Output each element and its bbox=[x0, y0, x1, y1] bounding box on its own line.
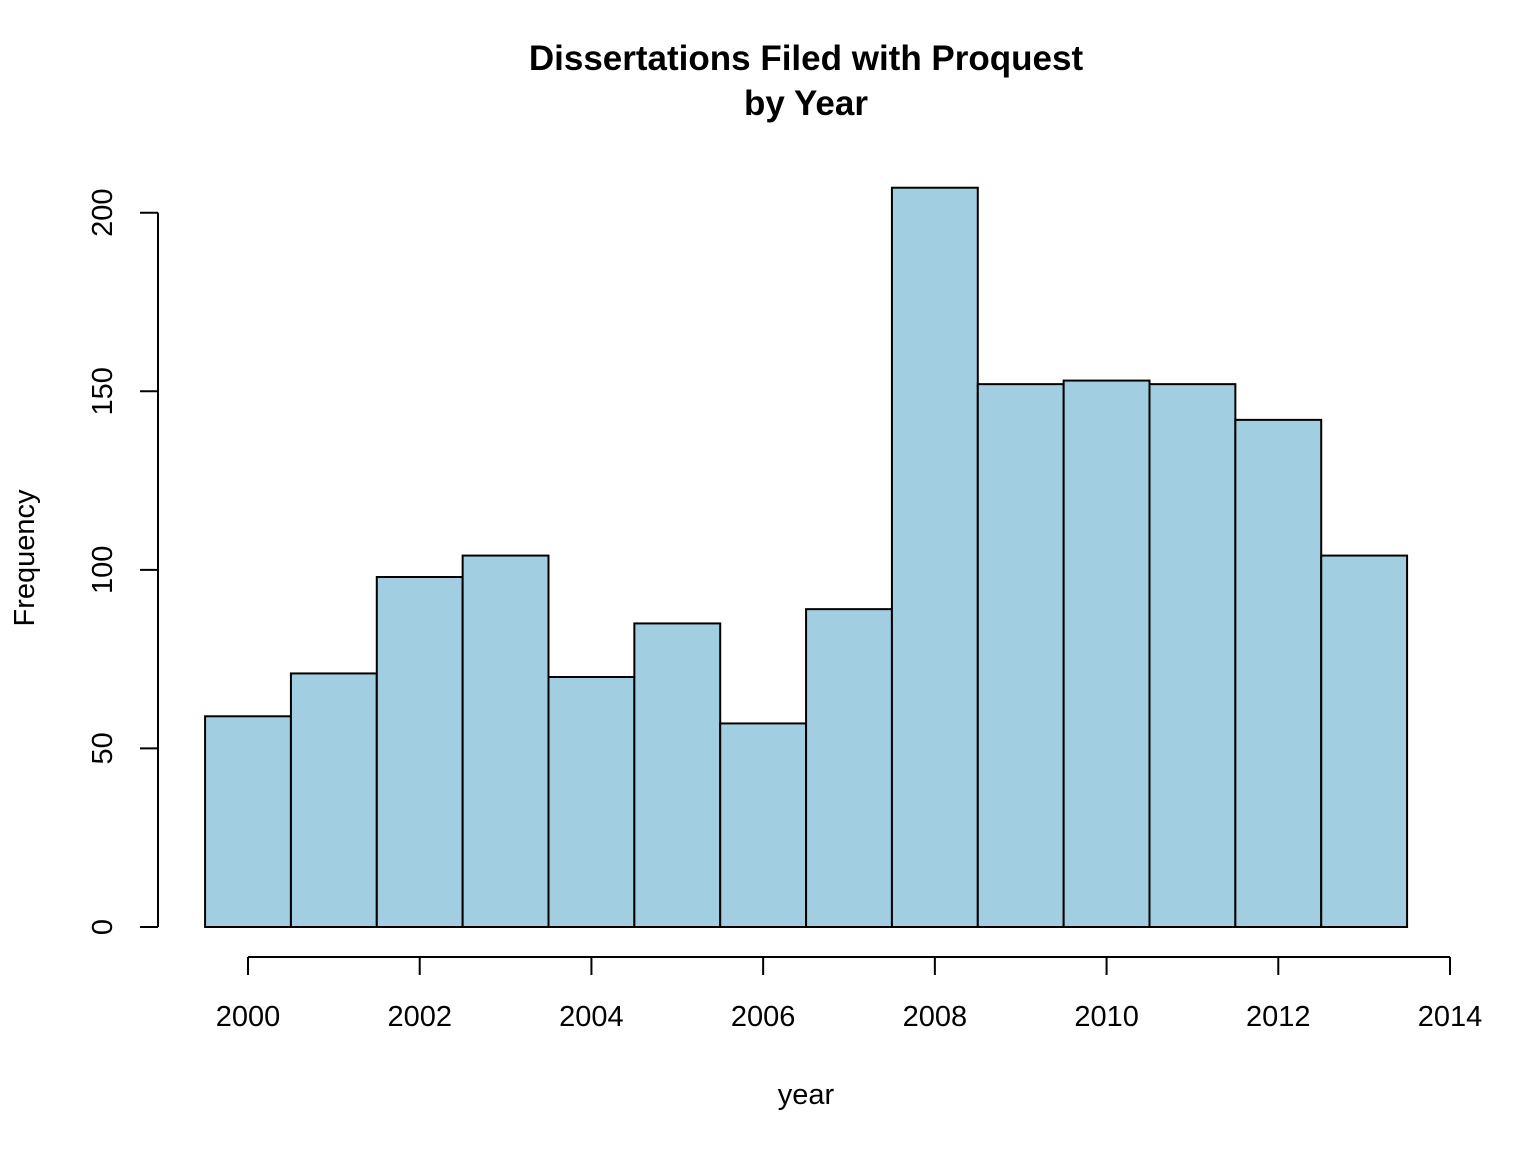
x-tick-label-2002: 2002 bbox=[387, 1001, 452, 1033]
bar-2001 bbox=[289, 672, 378, 928]
chart-title: Dissertations Filed with Proquest bbox=[529, 39, 1084, 78]
bar-2003 bbox=[461, 554, 550, 928]
x-tick-label-2006: 2006 bbox=[731, 1001, 796, 1033]
x-tick-label-2004: 2004 bbox=[559, 1001, 624, 1033]
bar-2008 bbox=[890, 186, 979, 928]
chart-subtitle: by Year bbox=[744, 84, 868, 123]
x-tick-label-2008: 2008 bbox=[903, 1001, 968, 1033]
y-tick-label-50: 50 bbox=[87, 732, 119, 764]
y-tick-label-150: 150 bbox=[87, 367, 119, 415]
bar-2007 bbox=[805, 608, 893, 928]
bar-2000 bbox=[204, 715, 292, 929]
bar-2009 bbox=[976, 383, 1065, 928]
y-tick-label-200: 200 bbox=[87, 189, 119, 237]
y-tick-label-100: 100 bbox=[87, 546, 119, 594]
bar-2011 bbox=[1148, 383, 1237, 928]
bar-2010 bbox=[1062, 379, 1151, 928]
x-axis: 2000 2002 2004 2006 2008 2010 2012 2014 bbox=[216, 956, 1483, 1033]
bar-2013 bbox=[1320, 554, 1409, 928]
y-axis: 0 50 100 150 200 bbox=[87, 189, 159, 935]
bar-2005 bbox=[633, 622, 722, 929]
y-axis-label: Frequency bbox=[9, 489, 41, 627]
bar-2004 bbox=[547, 676, 636, 929]
bar-2006 bbox=[719, 722, 808, 928]
y-tick-label-0: 0 bbox=[87, 919, 119, 935]
bar-2002 bbox=[375, 576, 464, 928]
bars-group bbox=[204, 186, 1409, 929]
x-tick-label-2014: 2014 bbox=[1418, 1001, 1483, 1033]
x-tick-label-2000: 2000 bbox=[216, 1001, 281, 1033]
bar-2012 bbox=[1234, 418, 1323, 928]
x-tick-label-2012: 2012 bbox=[1246, 1001, 1311, 1033]
x-axis-label: year bbox=[778, 1079, 835, 1111]
x-tick-label-2010: 2010 bbox=[1074, 1001, 1139, 1033]
